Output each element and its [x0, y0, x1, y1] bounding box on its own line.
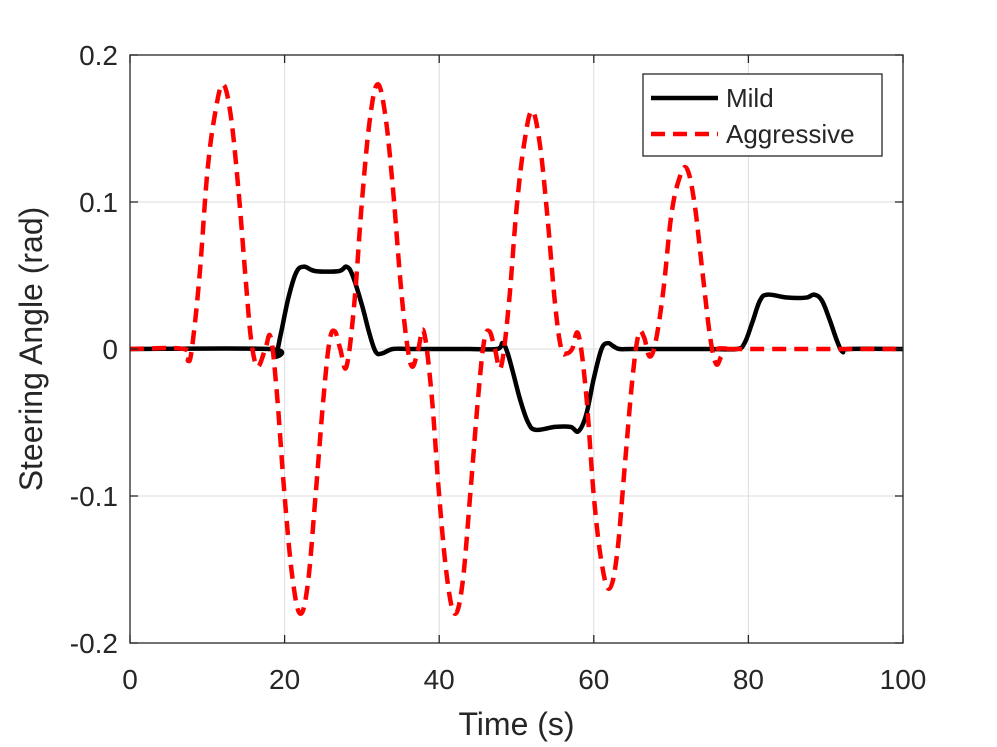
- x-tick-label: 100: [880, 664, 927, 695]
- y-tick-label: -0.2: [70, 628, 118, 659]
- x-tick-label: 40: [424, 664, 455, 695]
- x-axis-ticks: 0 20 40 60 80 100: [122, 55, 926, 695]
- legend-label-aggressive: Aggressive: [726, 119, 855, 149]
- x-tick-label: 80: [733, 664, 764, 695]
- x-tick-label: 60: [578, 664, 609, 695]
- data-series: [129, 82, 904, 616]
- x-tick-label: 20: [269, 664, 300, 695]
- y-tick-label: 0: [102, 334, 118, 365]
- y-tick-label: 0.1: [79, 187, 118, 218]
- y-axis-label: Steering Angle (rad): [13, 207, 49, 492]
- series-line-mild: [129, 264, 904, 434]
- y-tick-label: 0.2: [79, 40, 118, 71]
- y-tick-label: -0.1: [70, 481, 118, 512]
- legend-label-mild: Mild: [726, 83, 774, 113]
- legend: Mild Aggressive: [642, 73, 883, 157]
- legend-box: [642, 73, 883, 157]
- x-tick-label: 0: [122, 664, 138, 695]
- x-axis-label: Time (s): [458, 706, 574, 742]
- y-axis-ticks: -0.2 -0.1 0 0.1 0.2: [70, 40, 903, 659]
- series-line-aggressive: [129, 82, 903, 616]
